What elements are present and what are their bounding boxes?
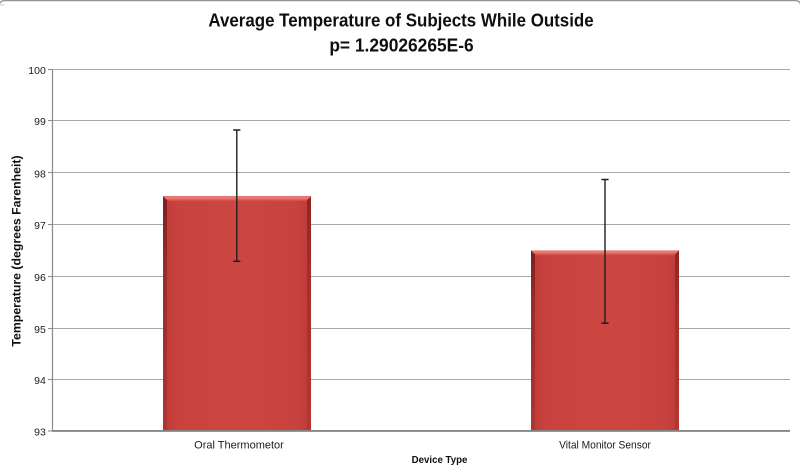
svg-text:94: 94 [34,375,46,387]
svg-text:93: 93 [34,427,46,439]
svg-text:97: 97 [34,220,46,232]
svg-text:96: 96 [34,272,46,284]
svg-text:98: 98 [34,169,46,181]
svg-text:Device Type: Device Type [412,455,468,466]
svg-text:100: 100 [28,65,46,77]
svg-text:99: 99 [34,116,46,128]
svg-text:95: 95 [34,324,46,336]
svg-text:p= 1.29026265E-6: p= 1.29026265E-6 [329,35,473,56]
svg-text:Temperature (degrees Farenheit: Temperature (degrees Farenheit) [10,155,24,346]
svg-text:Average Temperature of Subject: Average Temperature of Subjects While Ou… [208,10,593,31]
svg-text:Vital Monitor Sensor: Vital Monitor Sensor [559,439,651,451]
svg-text:Oral Thermometor: Oral Thermometor [194,440,284,452]
